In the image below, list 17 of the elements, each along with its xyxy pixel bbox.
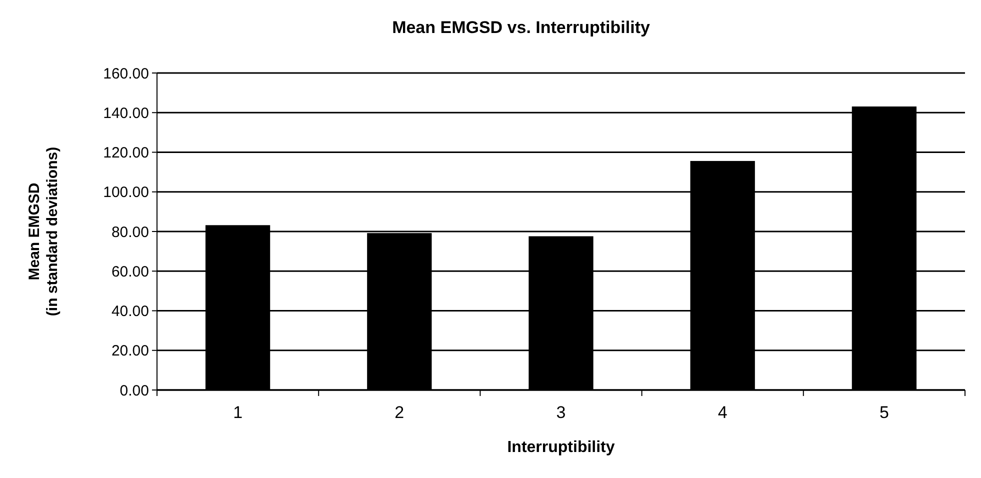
x-tick-label: 3 <box>556 403 566 422</box>
x-tick-label: 1 <box>233 403 243 422</box>
y-tick-label: 160.00 <box>103 65 149 82</box>
x-tick-label: 2 <box>394 403 404 422</box>
chart-title: Mean EMGSD vs. Interruptibility <box>392 18 650 37</box>
y-tick-label: 80.00 <box>111 224 149 241</box>
y-tick-label: 140.00 <box>103 104 149 122</box>
y-axis-title: Mean EMGSD (in standard deviations) <box>26 146 61 316</box>
y-tick-label: 120.00 <box>103 144 149 162</box>
y-tick-label: 100.00 <box>103 184 149 202</box>
x-tick-label: 4 <box>718 403 728 422</box>
x-tick-label: 5 <box>879 403 889 422</box>
y-tick-label: 0.00 <box>120 382 149 400</box>
x-axis-title: Interruptibility <box>507 439 615 456</box>
y-tick-label: 60.00 <box>111 263 149 280</box>
y-tick-label: 20.00 <box>111 342 149 360</box>
y-tick-label: 40.00 <box>111 303 149 320</box>
